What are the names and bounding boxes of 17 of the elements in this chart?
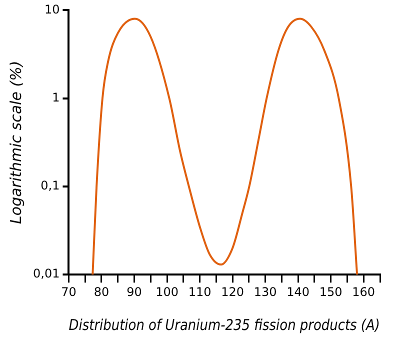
y-tick-label: 1 bbox=[52, 90, 60, 104]
x-tick-label: 110 bbox=[188, 284, 212, 299]
x-tick-label: 160 bbox=[352, 284, 376, 299]
y-axis-title: Logarithmic scale (%) bbox=[6, 60, 25, 224]
y-tick-label: 10 bbox=[44, 2, 60, 16]
x-tick-label: 140 bbox=[286, 284, 310, 299]
x-tick-label: 150 bbox=[319, 284, 342, 299]
x-tick-label: 80 bbox=[94, 284, 110, 299]
x-tick-label: 120 bbox=[221, 284, 244, 299]
x-tick-label: 100 bbox=[156, 284, 178, 299]
x-tick-label: 70 bbox=[61, 284, 76, 299]
x-tick-label: 130 bbox=[254, 284, 277, 299]
x-axis-title: Distribution of Uranium-235 fission products (A) bbox=[68, 317, 380, 334]
line-series bbox=[92, 18, 358, 275]
y-tick-label: 0,1 bbox=[40, 178, 60, 193]
y-tick-label: 0,01 bbox=[33, 266, 60, 281]
x-tick-label: 90 bbox=[126, 284, 142, 299]
